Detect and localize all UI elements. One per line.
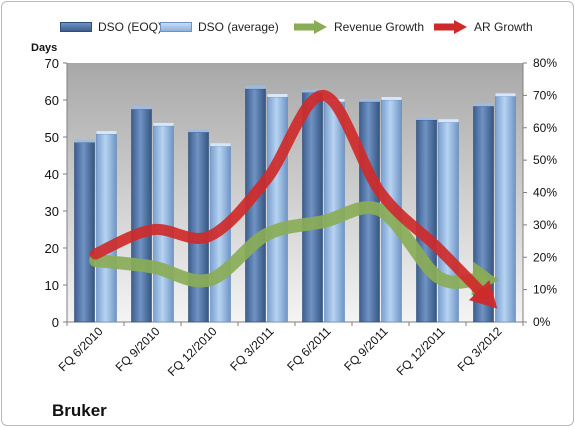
y-right-tick-label: 10%	[533, 283, 557, 297]
bar-dso-eoq-cap	[188, 129, 209, 133]
bar-dso-average-cap	[495, 93, 516, 97]
legend-item-dso-eoq: DSO (EOQ)	[60, 17, 162, 37]
bar-dso-average-cap	[210, 143, 231, 147]
bar-dso-average-cap	[153, 122, 174, 126]
y-axis-left-title: Days	[31, 42, 58, 54]
y-left-tick-label: 0	[52, 315, 59, 330]
bar-dso-average	[96, 133, 117, 323]
x-tick-label: FQ 12/2011	[394, 324, 448, 378]
y-left-tick-label: 40	[45, 167, 59, 182]
bar-dso-eoq	[302, 92, 323, 323]
company-name: Bruker	[52, 401, 107, 420]
bar-dso-average	[495, 96, 516, 323]
legend-arrow-ar-growth-icon	[432, 20, 468, 34]
bar-dso-average-cap	[438, 119, 459, 123]
bar-dso-eoq-cap	[302, 89, 323, 93]
y-right-tick-label: 70%	[533, 88, 557, 102]
y-right-tick-label: 60%	[533, 121, 557, 135]
y-left-tick-label: 60	[45, 93, 59, 108]
bar-dso-eoq	[131, 108, 152, 323]
y-right-tick-label: 20%	[533, 250, 557, 264]
bar-dso-eoq-cap	[131, 106, 152, 110]
x-tick-label: FQ 9/2010	[113, 324, 163, 374]
y-right-tick-label: 0%	[533, 315, 551, 329]
bar-dso-eoq	[416, 119, 437, 323]
y-left-tick-label: 10	[45, 278, 59, 293]
bar-dso-eoq	[74, 142, 95, 323]
ar-growth-line	[90, 89, 490, 301]
legend-item-dso-average: DSO (average)	[160, 17, 279, 37]
bar-dso-average-cap	[96, 131, 117, 135]
bar-dso-average	[438, 121, 459, 323]
legend-label-dso-eoq: DSO (EOQ)	[98, 20, 163, 34]
x-tick-label: FQ 6/2010	[56, 324, 106, 374]
y-right-tick-label: 80%	[533, 56, 557, 70]
ar-growth-arrowhead	[468, 280, 498, 309]
bar-dso-average-cap	[381, 97, 402, 100]
bar-dso-average	[267, 96, 288, 323]
x-tick-label: FQ 3/2011	[227, 324, 277, 374]
bar-dso-average-cap	[267, 94, 288, 98]
bar-dso-eoq-cap	[473, 103, 494, 107]
y-right-tick-label: 30%	[533, 218, 557, 232]
legend-swatch-dso-average	[160, 22, 192, 32]
bar-dso-eoq-cap	[245, 85, 266, 89]
y-left-tick-label: 20	[45, 241, 59, 256]
bar-dso-eoq-cap	[74, 139, 95, 143]
x-tick-label: FQ 3/2012	[455, 324, 505, 374]
y-left-tick-label: 30	[45, 204, 59, 219]
legend-label-revenue-growth: Revenue Growth	[334, 20, 425, 34]
bar-dso-eoq-cap	[359, 98, 380, 102]
legend-label-dso-average: DSO (average)	[198, 20, 279, 34]
legend-label-ar-growth: AR Growth	[474, 20, 533, 34]
y-left-tick-label: 50	[45, 130, 59, 145]
bar-dso-eoq	[188, 131, 209, 323]
y-right-tick-label: 40%	[533, 186, 557, 200]
legend-item-revenue-growth: Revenue Growth	[292, 17, 424, 37]
x-tick-label: FQ 6/2011	[284, 324, 334, 374]
y-right-tick-label: 50%	[533, 153, 557, 167]
x-tick-label: FQ 9/2011	[341, 324, 391, 374]
bar-dso-eoq-cap	[416, 116, 437, 120]
legend-arrow-revenue-growth-icon	[292, 20, 328, 34]
legend-item-ar-growth: AR Growth	[432, 17, 533, 37]
y-left-tick-label: 70	[45, 56, 59, 71]
revenue-growth-line	[89, 201, 486, 289]
x-tick-label: FQ 12/2010	[165, 324, 220, 379]
legend-swatch-dso-eoq	[60, 22, 92, 32]
